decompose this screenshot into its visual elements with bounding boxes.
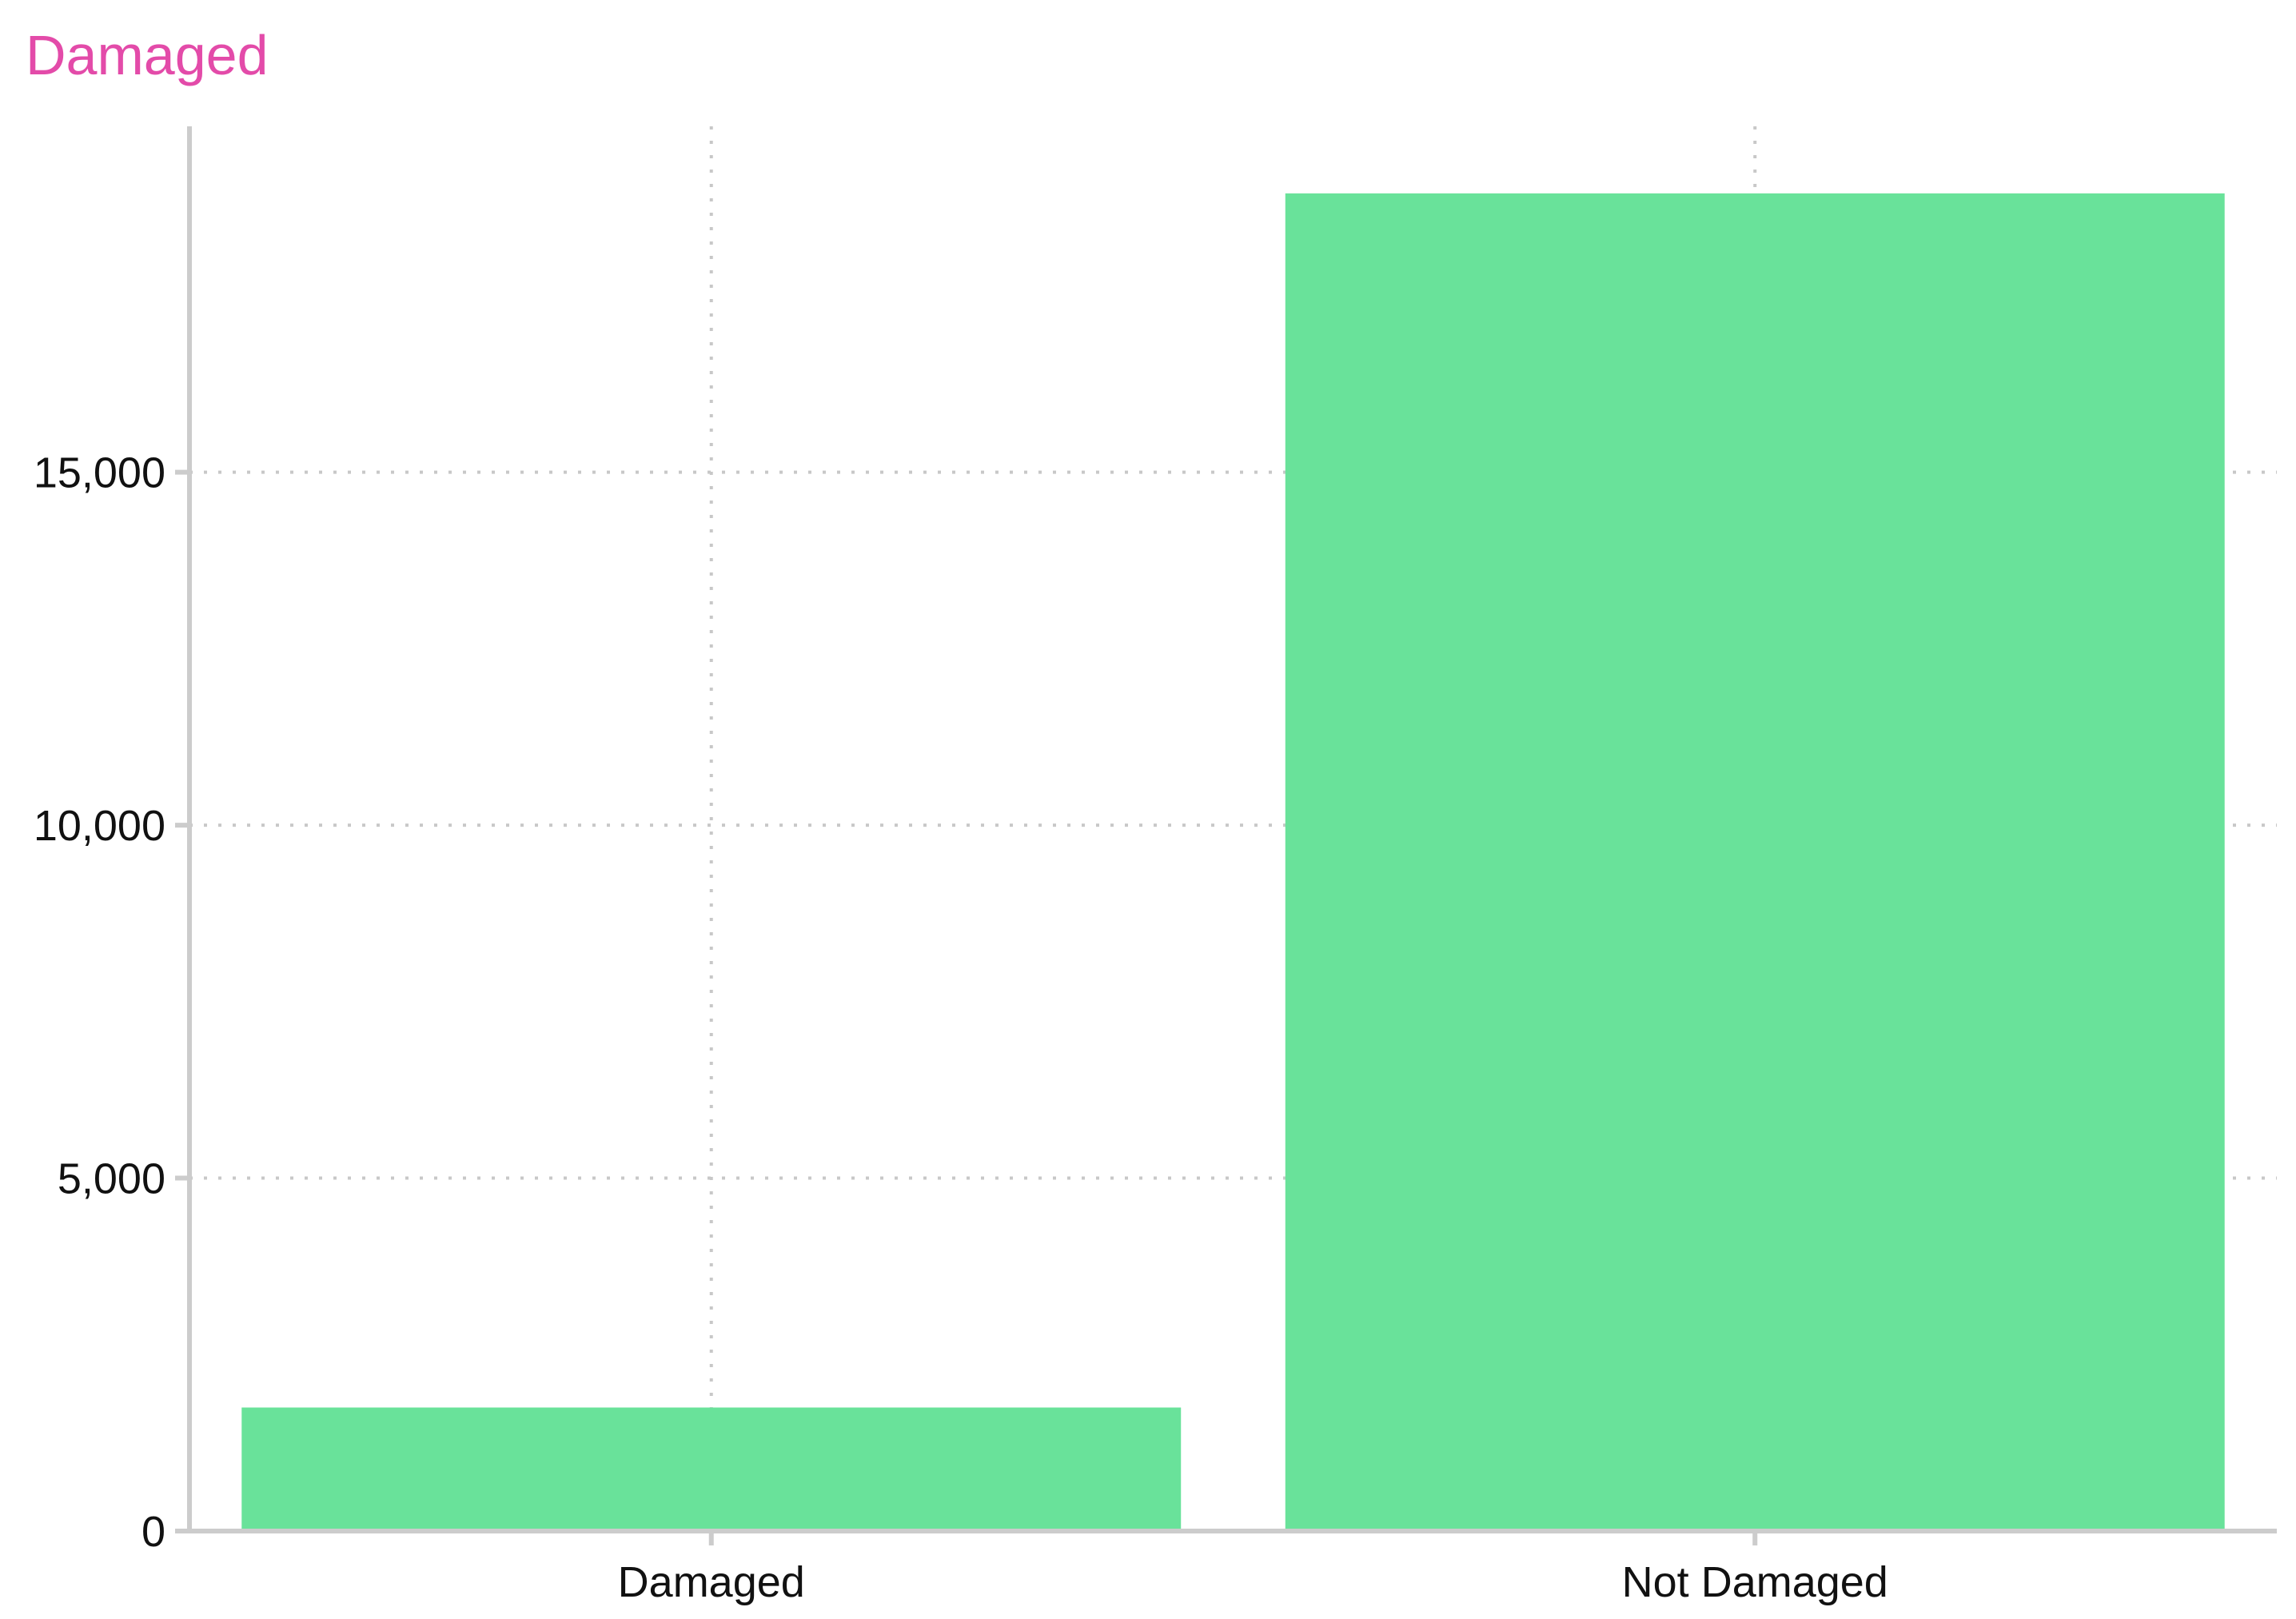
y-tick-label: 0 bbox=[142, 1508, 165, 1556]
x-tick-label: Not Damaged bbox=[1622, 1558, 1888, 1606]
y-tick-label: 5,000 bbox=[58, 1155, 165, 1203]
y-tick-label: 15,000 bbox=[34, 449, 165, 497]
chart-title: Damaged bbox=[26, 24, 269, 86]
bar-not-damaged bbox=[1285, 193, 2225, 1532]
axes bbox=[175, 126, 2277, 1545]
gridlines bbox=[189, 126, 2277, 1531]
tick-labels: 0 5,000 10,000 15,000 Damaged Not Damaged bbox=[34, 449, 1888, 1606]
bars bbox=[241, 193, 2225, 1532]
y-tick-label: 10,000 bbox=[34, 802, 165, 850]
x-tick-label: Damaged bbox=[618, 1558, 805, 1606]
bar-damaged bbox=[241, 1407, 1182, 1531]
